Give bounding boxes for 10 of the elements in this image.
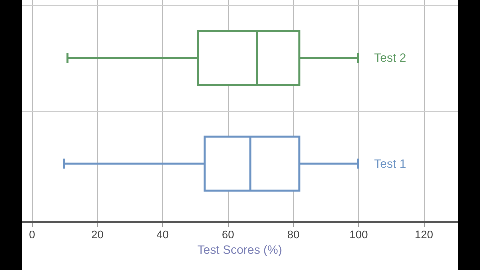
x-tick-label: 0 [29,230,36,242]
x-tick-label: 80 [287,230,300,242]
x-tick-label: 120 [415,230,434,242]
x-tick-label: 100 [350,230,368,242]
y-tick-label: Test 2 [374,51,407,66]
x-tick-label: 20 [91,230,104,242]
x-tick-label: 60 [222,230,234,242]
x-axis-title: Test Scores (%) [196,243,284,257]
x-tick-label: 40 [156,230,170,242]
y-tick-label: Test 1 [374,156,407,171]
